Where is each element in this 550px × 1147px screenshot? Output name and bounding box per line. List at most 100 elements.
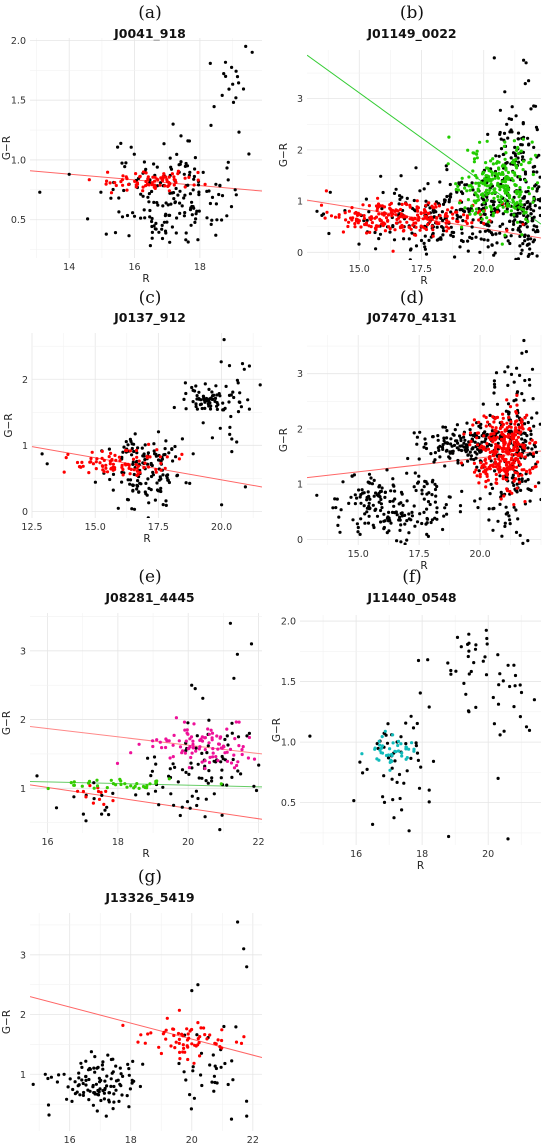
data-point — [527, 192, 531, 196]
data-point — [185, 728, 189, 732]
data-point — [180, 805, 184, 809]
data-point — [379, 489, 383, 493]
data-point — [459, 215, 463, 219]
data-point — [488, 188, 492, 192]
data-point — [190, 1042, 194, 1046]
data-point — [154, 221, 158, 225]
data-point — [491, 695, 495, 700]
y-tick-label: 0.5 — [11, 215, 26, 226]
data-point — [487, 191, 491, 195]
data-point — [239, 1041, 244, 1045]
data-point — [516, 471, 520, 475]
data-point — [169, 792, 173, 796]
data-point — [456, 461, 460, 465]
data-point — [529, 488, 533, 492]
data-point — [355, 496, 359, 500]
data-point — [508, 405, 513, 409]
data-point — [234, 69, 238, 73]
data-point — [227, 393, 232, 397]
data-point — [484, 161, 488, 165]
data-point — [496, 702, 501, 706]
data-point — [157, 478, 161, 482]
data-point — [412, 504, 416, 508]
data-point — [235, 763, 239, 768]
data-point — [521, 159, 526, 163]
data-point — [362, 504, 366, 508]
data-point — [231, 390, 235, 394]
data-point — [139, 482, 143, 486]
data-point — [476, 187, 480, 191]
data-point — [393, 497, 397, 501]
data-point — [246, 398, 250, 402]
data-point — [212, 1074, 216, 1078]
data-point — [169, 1044, 173, 1048]
data-point — [466, 249, 470, 253]
data-point — [391, 741, 395, 745]
data-point — [481, 209, 485, 213]
data-point — [125, 1094, 129, 1098]
data-point — [203, 759, 207, 763]
data-point — [346, 224, 350, 229]
data-point — [365, 231, 369, 235]
data-point — [239, 772, 243, 776]
data-point — [420, 492, 424, 496]
data-point — [199, 1073, 203, 1077]
data-point — [385, 741, 390, 745]
data-point — [214, 384, 218, 388]
data-point — [479, 237, 483, 241]
data-point — [128, 1087, 132, 1091]
data-point — [520, 477, 524, 481]
data-point — [92, 797, 96, 801]
data-point — [514, 530, 519, 535]
panel-letter: (c) — [139, 288, 162, 308]
data-point — [536, 460, 540, 464]
grid — [300, 615, 541, 845]
data-point — [457, 448, 461, 452]
data-point — [451, 216, 455, 220]
data-point — [527, 143, 531, 147]
data-point — [77, 1076, 81, 1080]
data-point — [372, 494, 376, 498]
data-point — [323, 216, 327, 220]
x-tick-label: 17.5 — [148, 522, 169, 533]
data-point — [494, 477, 498, 481]
data-point — [499, 147, 504, 151]
data-point — [517, 205, 521, 209]
data-point — [435, 510, 439, 514]
data-point — [174, 1040, 178, 1044]
series-0 — [35, 621, 261, 832]
data-point — [417, 215, 421, 220]
data-point — [369, 215, 373, 219]
data-point — [127, 1067, 131, 1071]
data-point — [513, 202, 517, 206]
data-point — [143, 461, 147, 465]
data-point — [191, 400, 195, 404]
data-point — [502, 494, 506, 498]
data-point — [353, 493, 357, 497]
data-point — [509, 425, 513, 429]
data-point — [414, 488, 418, 493]
data-point — [208, 407, 213, 411]
data-point — [218, 828, 222, 832]
data-point — [410, 741, 414, 745]
data-point — [526, 254, 530, 258]
data-point — [177, 1061, 181, 1066]
data-point — [107, 1091, 112, 1095]
data-point — [107, 447, 111, 451]
data-point — [459, 461, 464, 465]
data-point — [526, 200, 530, 204]
data-point — [157, 1045, 161, 1049]
data-point — [459, 436, 463, 440]
data-point — [427, 788, 431, 792]
panel-letter: (e) — [138, 567, 161, 587]
data-point — [495, 241, 499, 245]
data-point — [124, 175, 128, 179]
data-point — [398, 194, 402, 198]
data-point — [132, 507, 137, 511]
data-point — [504, 460, 508, 464]
data-point — [492, 432, 496, 436]
data-point — [522, 431, 526, 435]
data-point — [455, 635, 460, 640]
data-point — [228, 432, 232, 436]
